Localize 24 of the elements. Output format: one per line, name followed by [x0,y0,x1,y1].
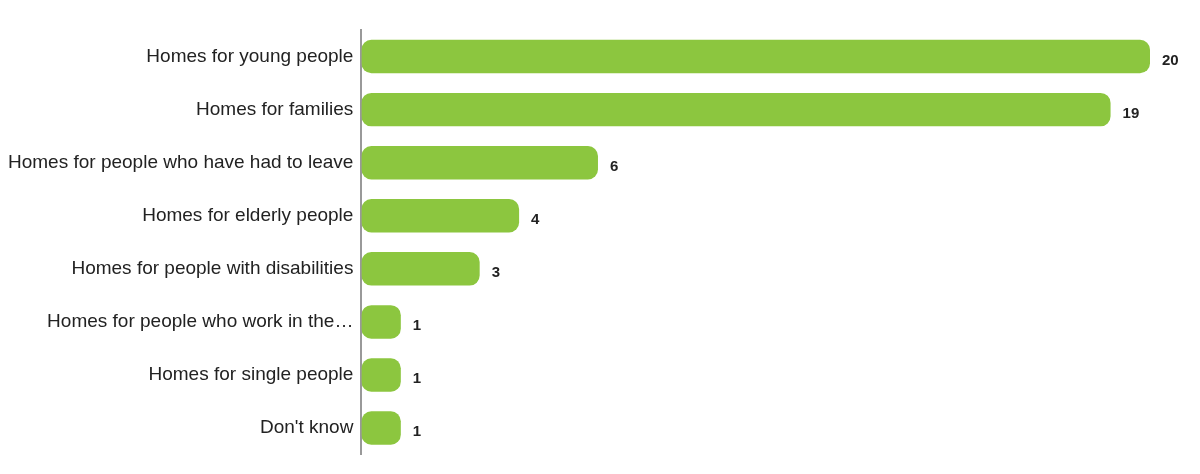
y-tick-label: Homes for families [196,97,354,119]
y-tick-label: Homes for people with disabilities [71,257,354,279]
bar [361,39,1150,74]
bar [361,92,1111,127]
bar [361,305,401,339]
data-label: 3 [491,262,501,280]
data-label: 4 [531,209,541,227]
data-label: 20 [1162,50,1179,68]
y-tick-label: Homes for young people [146,44,354,66]
y-tick-label: Homes for single people [148,363,354,385]
y-tick-label: Don't know [259,416,354,438]
data-label: 19 [1122,103,1140,121]
y-tick-label: Homes for people who work in the… [47,310,354,332]
bar [361,199,520,233]
bar [361,145,598,180]
bar [361,252,480,286]
y-tick-label: Homes for people who have had to leave [8,150,354,172]
data-label: 1 [412,422,422,440]
data-label: 1 [412,369,422,387]
bar [361,411,401,445]
bar [361,358,401,392]
y-tick-label: Homes for elderly people [142,204,354,225]
data-label: 1 [412,316,422,334]
data-label: 6 [609,156,619,174]
